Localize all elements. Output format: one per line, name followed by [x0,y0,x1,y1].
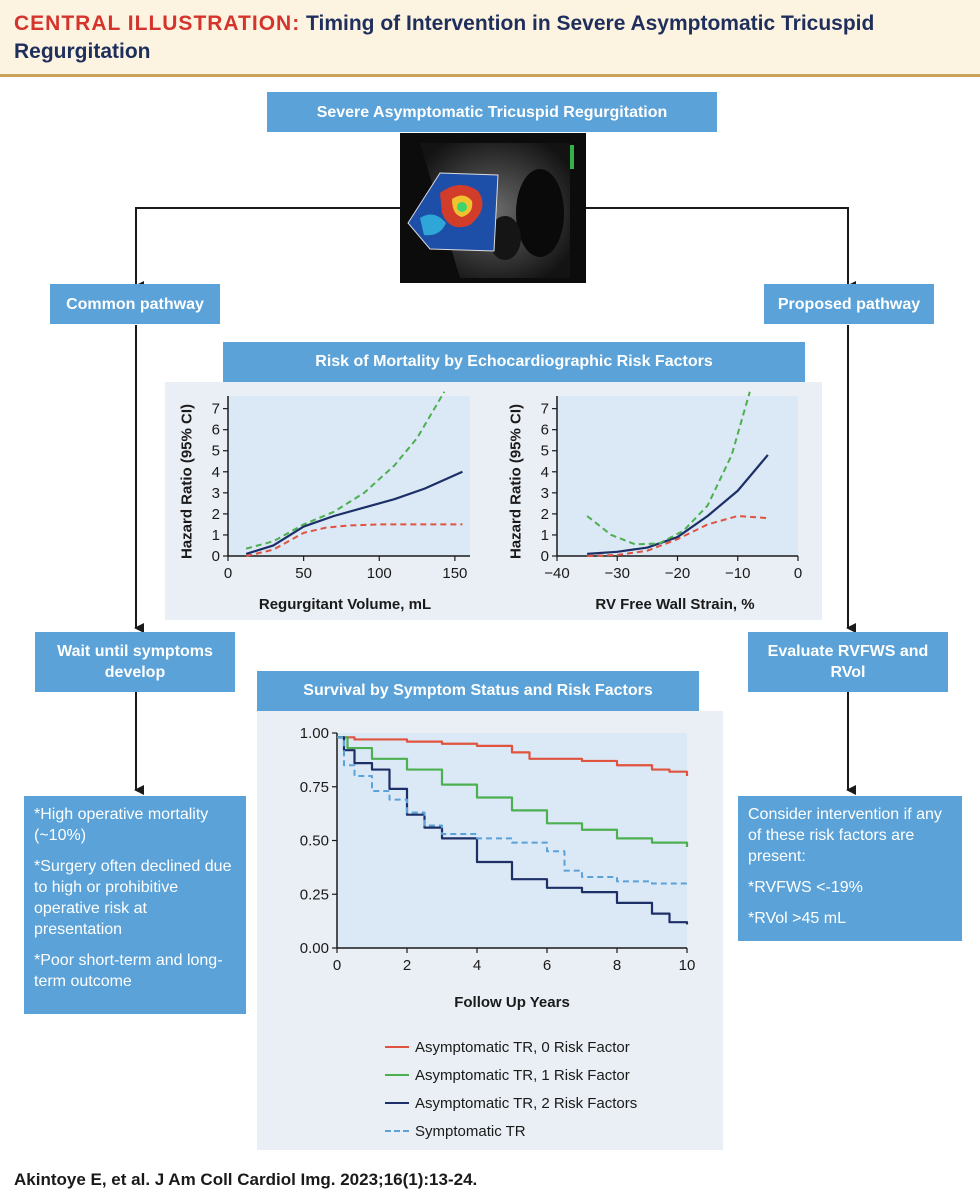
outcome-item: *High operative mortality (~10%) [34,806,209,844]
header-label: CENTRAL ILLUSTRATION: [14,12,301,35]
legend-entry: Asymptomatic TR, 1 Risk Factor [385,1061,637,1089]
y-tick-label: 0 [212,548,220,565]
y-tick-label: 4 [212,464,220,481]
legend-swatch-navy [385,1102,409,1104]
proposed-pathway-box: Proposed pathway [764,284,934,324]
mortality-panel-title: Risk of Mortality by Echocardiographic R… [223,342,805,382]
evaluate-box: Evaluate RVFWS and RVol [748,632,948,692]
series-line [245,523,463,557]
y-tick-label: 0 [541,548,549,565]
hazard-ratio-volume-chart: 0 1 2 3 4 5 6 7 0 50 100 150 [212,391,470,582]
y-tick-label: 0.50 [300,833,329,850]
chart-volume-ylabel: Hazard Ratio (95% CI) [178,403,196,560]
y-tick-label: 7 [541,401,549,418]
series-line [587,515,768,557]
criteria-item: *RVFWS <-19% [748,879,863,896]
legend-swatch-red [385,1046,409,1048]
echocardiogram-image [400,133,586,283]
x-tick-label: −40 [544,565,569,582]
y-tick-label: 2 [541,506,549,523]
x-tick-label: 150 [442,565,467,582]
series-line [587,454,769,555]
left-top-connector [134,207,400,291]
criteria-intro: Consider intervention if any of these ri… [748,806,942,865]
y-tick-label: 2 [212,506,220,523]
plot-area [228,396,470,556]
survival-chart: 0.00 0.25 0.50 0.75 1.00 0 2 4 6 8 10 [300,725,696,974]
survival-panel-title: Survival by Symptom Status and Risk Fact… [257,671,699,711]
x-tick-label: 8 [613,957,621,974]
y-tick-label: 3 [212,485,220,502]
y-tick-label: 5 [212,443,220,460]
y-tick-label: 4 [541,464,549,481]
chart-strain-xlabel: RV Free Wall Strain, % [595,596,755,613]
y-tick-label: 6 [541,422,549,439]
chart-volume-xlabel: Regurgitant Volume, mL [258,596,432,613]
survival-xlabel: Follow Up Years [454,994,570,1011]
legend-entry: Asymptomatic TR, 2 Risk Factors [385,1089,637,1117]
y-tick-label: 1 [212,527,220,544]
legend-label: Asymptomatic TR, 0 Risk Factor [415,1038,630,1056]
series-line [245,470,463,555]
y-tick-label: 3 [541,485,549,502]
citation: Akintoye E, et al. J Am Coll Cardiol Img… [14,1170,478,1189]
y-tick-label: 6 [212,422,220,439]
survival-legend: Asymptomatic TR, 0 Risk Factor Asymptoma… [385,1033,637,1145]
series-line [586,391,751,546]
plot-area [337,733,687,948]
right-top-connector [586,207,856,291]
x-tick-label: 100 [367,565,392,582]
header-text: CENTRAL ILLUSTRATION: Timing of Interven… [14,10,964,66]
series-line [337,736,689,776]
legend-swatch-lightblue [385,1130,409,1132]
wait-symptoms-box: Wait until symptoms develop [35,632,235,692]
legend-label: Asymptomatic TR, 2 Risk Factors [415,1094,638,1112]
criteria-item: *RVol >45 mL [748,910,846,927]
x-tick-label: 0 [224,565,232,582]
x-tick-label: 6 [543,957,551,974]
plot-area [557,396,798,556]
header-title: Timing of Intervention in Severe Asympto… [14,12,875,63]
x-tick-label: 50 [295,565,312,582]
x-tick-label: 0 [794,565,802,582]
series-line [337,736,687,885]
y-tick-label: 1.00 [300,725,329,742]
x-tick-label: 10 [679,957,696,974]
common-pathway-box: Common pathway [50,284,220,324]
legend-label: Symptomatic TR [415,1122,526,1140]
x-tick-label: 0 [333,957,341,974]
right-criteria-box: Consider intervention if any of these ri… [738,796,962,941]
series-line [245,391,446,550]
x-tick-label: 2 [403,957,411,974]
y-tick-label: 0.75 [300,779,329,796]
header-banner: CENTRAL ILLUSTRATION: Timing of Interven… [0,0,980,77]
y-tick-label: 1 [541,527,549,544]
top-condition-box: Severe Asymptomatic Tricuspid Regurgitat… [267,92,717,132]
outcome-item: *Poor short-term and long-term outcome [34,952,223,990]
y-tick-label: 7 [212,401,220,418]
y-tick-label: 5 [541,443,549,460]
x-tick-label: −20 [665,565,690,582]
outcome-item: *Surgery often declined due to high or p… [34,858,232,938]
legend-swatch-green [385,1074,409,1076]
chart-strain-ylabel: Hazard Ratio (95% CI) [507,403,525,560]
y-tick-label: 0.25 [300,886,329,903]
y-tick-label: 0.00 [300,940,329,957]
hazard-ratio-strain-chart: 0 1 2 3 4 5 6 7 −40 −30 −20 −10 0 [541,391,802,582]
x-tick-label: 4 [473,957,481,974]
legend-entry: Symptomatic TR [385,1117,637,1145]
legend-label: Asymptomatic TR, 1 Risk Factor [415,1066,630,1084]
x-tick-label: −30 [605,565,630,582]
x-tick-label: −10 [725,565,750,582]
series-line [337,736,689,847]
left-outcomes-box: *High operative mortality (~10%) *Surger… [24,796,246,1014]
legend-entry: Asymptomatic TR, 0 Risk Factor [385,1033,637,1061]
